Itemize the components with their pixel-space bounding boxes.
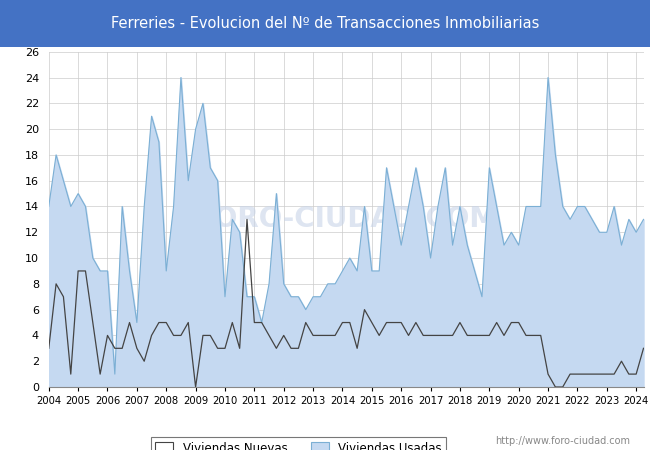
Legend: Viviendas Nuevas, Viviendas Usadas: Viviendas Nuevas, Viviendas Usadas bbox=[151, 437, 447, 450]
Text: FORO-CIUDAD.COM: FORO-CIUDAD.COM bbox=[195, 205, 497, 234]
Text: http://www.foro-ciudad.com: http://www.foro-ciudad.com bbox=[495, 436, 630, 446]
Text: Ferreries - Evolucion del Nº de Transacciones Inmobiliarias: Ferreries - Evolucion del Nº de Transacc… bbox=[111, 16, 540, 31]
